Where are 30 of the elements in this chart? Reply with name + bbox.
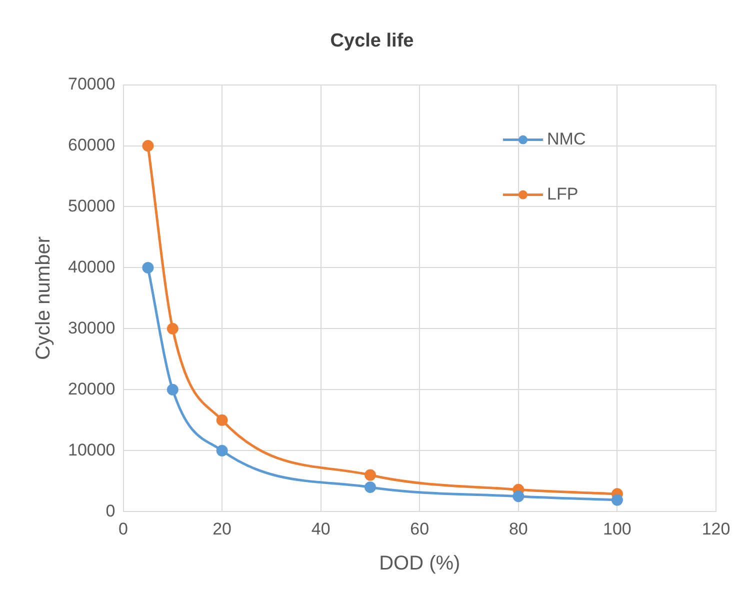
point	[216, 444, 228, 456]
chart-title: Cycle life	[330, 30, 414, 52]
point	[216, 414, 228, 426]
y-tick-label: 40000	[68, 257, 116, 276]
x-tick-label: 80	[508, 519, 528, 538]
legend-label: LFP	[547, 184, 578, 204]
point	[512, 490, 524, 502]
y-axis-title: Cycle number	[32, 236, 55, 360]
y-tick-label: 20000	[68, 379, 116, 398]
point	[142, 140, 154, 152]
point	[166, 384, 178, 396]
point	[364, 481, 376, 493]
x-tick-label: 20	[212, 519, 232, 538]
x-tick-label: 100	[603, 519, 632, 538]
point	[364, 469, 376, 481]
y-tick-label: 50000	[68, 196, 116, 216]
point	[166, 322, 178, 334]
point	[611, 494, 623, 506]
y-tick-label: 0	[106, 501, 116, 520]
x-axis-title: DOD (%)	[379, 552, 460, 575]
y-tick-label: 70000	[68, 74, 116, 94]
y-tick-label: 30000	[68, 318, 116, 338]
legend-label: NMC	[547, 129, 586, 148]
y-tick-label: 10000	[68, 440, 116, 460]
x-tick-label: 0	[118, 519, 128, 538]
x-tick-label: 120	[702, 519, 730, 538]
x-tick-label: 60	[410, 519, 430, 538]
x-tick-label: 40	[311, 519, 330, 538]
point	[142, 262, 154, 274]
y-tick-label: 60000	[68, 135, 116, 154]
